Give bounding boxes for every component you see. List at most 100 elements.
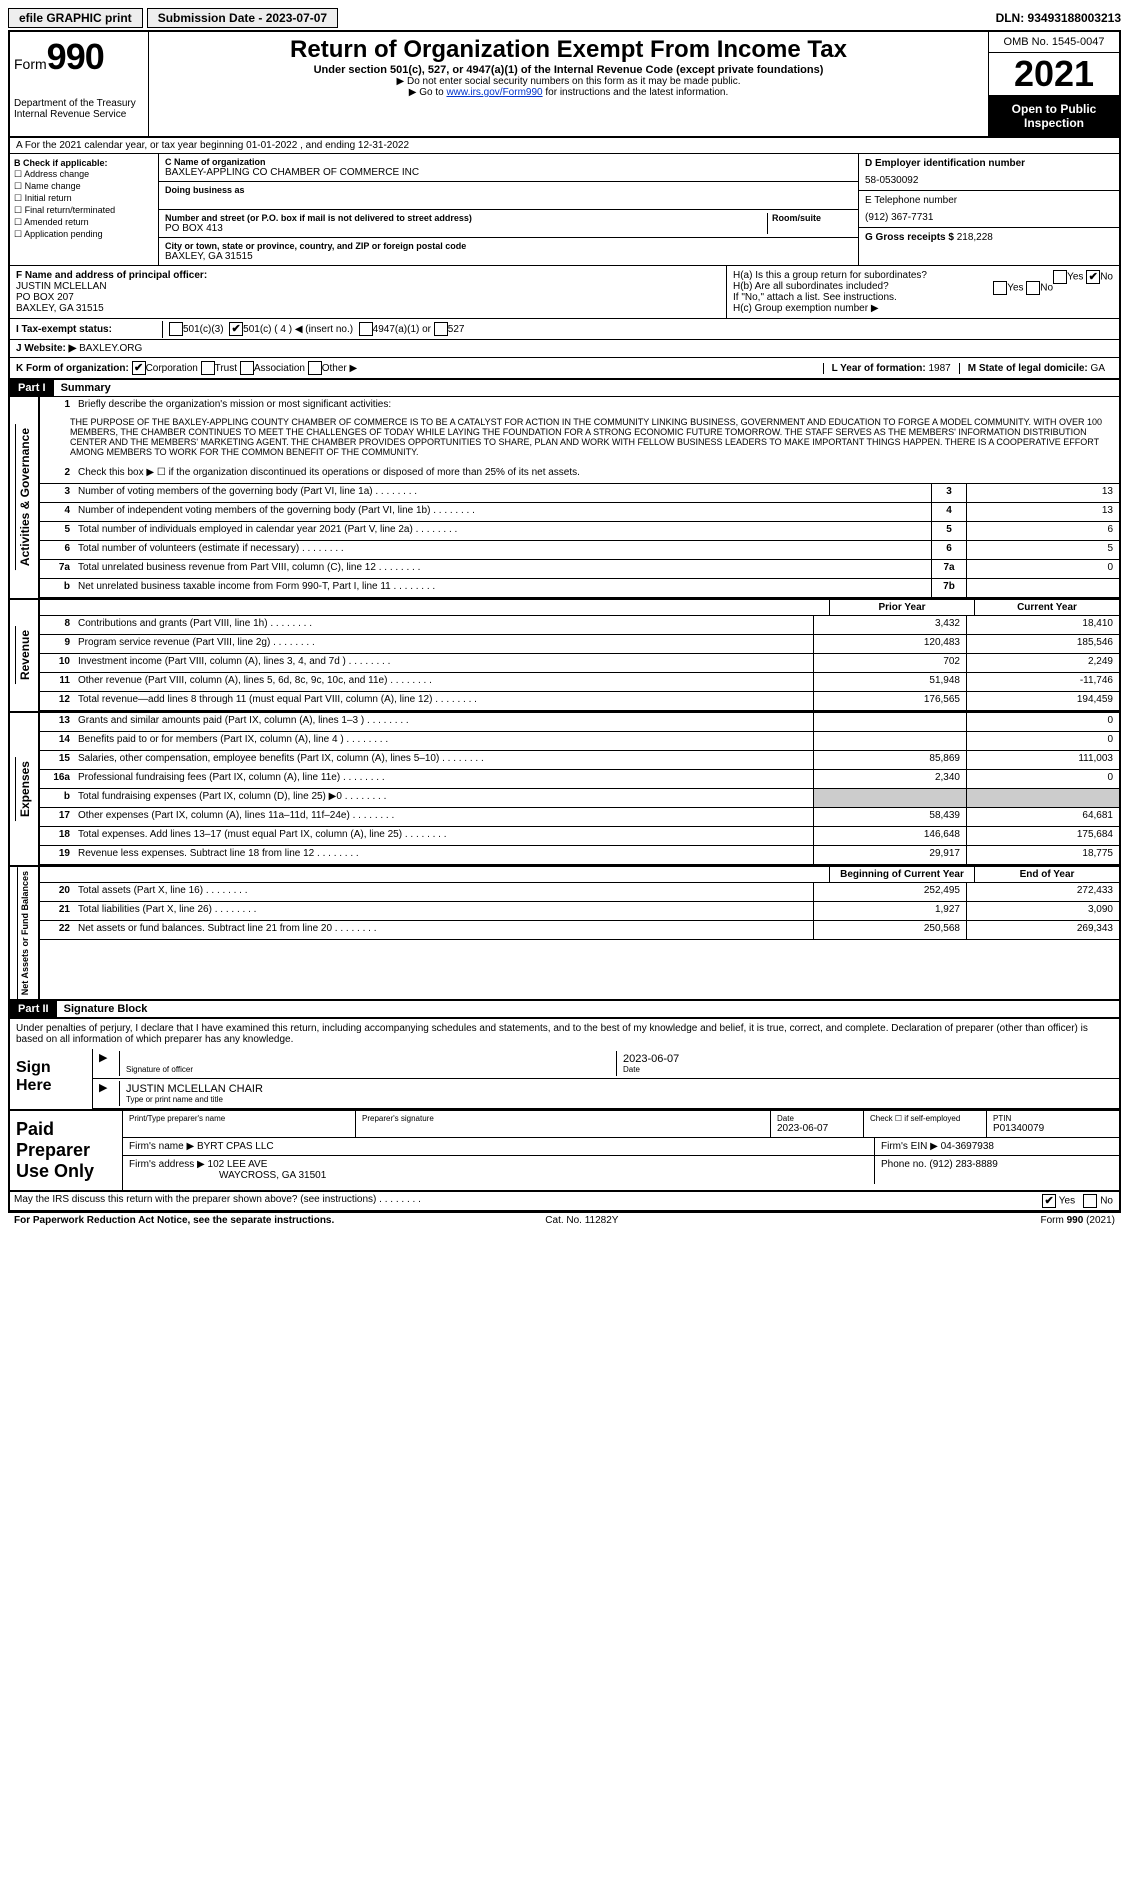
row-k-org-form: K Form of organization: Corporation Trus… — [10, 358, 1119, 380]
gross-receipts-label: G Gross receipts $ — [865, 232, 954, 243]
year-formation: 1987 — [928, 363, 950, 374]
state-domicile: GA — [1091, 363, 1105, 374]
cb-527[interactable] — [434, 322, 448, 336]
cb-501c[interactable] — [229, 322, 243, 336]
cb-4947[interactable] — [359, 322, 373, 336]
ha-yes[interactable] — [1053, 270, 1067, 284]
form-container: Form990 Department of the Treasury Inter… — [8, 30, 1121, 1213]
dba-label: Doing business as — [165, 185, 852, 195]
firm-phone: (912) 283-8889 — [929, 1159, 997, 1170]
tab-net-assets: Net Assets or Fund Balances — [17, 867, 32, 999]
hdr-beginning-year: Beginning of Current Year — [829, 867, 974, 882]
discuss-no[interactable] — [1083, 1194, 1097, 1208]
note-2: ▶ Go to www.irs.gov/Form990 for instruct… — [159, 87, 978, 98]
header-left: Form990 Department of the Treasury Inter… — [10, 32, 149, 136]
dept-label: Department of the Treasury — [14, 98, 144, 109]
table-row: 3Number of voting members of the governi… — [40, 484, 1119, 503]
open-to-public: Open to Public Inspection — [989, 96, 1119, 136]
irs-link[interactable]: www.irs.gov/Form990 — [446, 87, 542, 98]
tab-revenue: Revenue — [15, 626, 34, 684]
table-row: 7aTotal unrelated business revenue from … — [40, 560, 1119, 579]
cb-trust[interactable] — [201, 361, 215, 375]
cb-other[interactable] — [308, 361, 322, 375]
table-row: 13Grants and similar amounts paid (Part … — [40, 713, 1119, 732]
hb-yes[interactable] — [993, 281, 1007, 295]
cb-name-change[interactable]: ☐ Name change — [14, 181, 154, 192]
cb-corporation[interactable] — [132, 361, 146, 375]
cb-initial-return[interactable]: ☐ Initial return — [14, 193, 154, 204]
pra-notice: For Paperwork Reduction Act Notice, see … — [14, 1215, 334, 1226]
table-row: bNet unrelated business taxable income f… — [40, 579, 1119, 598]
table-row: 22Net assets or fund balances. Subtract … — [40, 921, 1119, 940]
section-bcde: B Check if applicable: ☐ Address change … — [10, 154, 1119, 266]
row-j-website: J Website: ▶ BAXLEY.ORG — [10, 340, 1119, 358]
cb-amended-return[interactable]: ☐ Amended return — [14, 217, 154, 228]
table-row: 21Total liabilities (Part X, line 26)1,9… — [40, 902, 1119, 921]
table-row: 10Investment income (Part VIII, column (… — [40, 654, 1119, 673]
sign-here-section: Sign Here ▶ Signature of officer 2023-06… — [10, 1049, 1119, 1109]
org-city: BAXLEY, GA 31515 — [165, 251, 852, 262]
officer-addr1: PO BOX 207 — [16, 292, 74, 303]
discuss-yes[interactable] — [1042, 1194, 1056, 1208]
hb-no[interactable] — [1026, 281, 1040, 295]
firm-ein: 04-3697938 — [941, 1141, 994, 1152]
col-c-org-info: C Name of organization BAXLEY-APPLING CO… — [159, 154, 858, 265]
paid-preparer-label: Paid Preparer Use Only — [10, 1111, 122, 1190]
col-h-group: H(a) Is this a group return for subordin… — [726, 266, 1119, 318]
omb-number: OMB No. 1545-0047 — [989, 32, 1119, 53]
form-label: Form — [14, 56, 47, 72]
officer-name-title: JUSTIN MCLELLAN CHAIR — [126, 1083, 1107, 1095]
governance-section: Activities & Governance 1 Briefly descri… — [10, 397, 1119, 598]
table-row: 12Total revenue—add lines 8 through 11 (… — [40, 692, 1119, 711]
firm-name: BYRT CPAS LLC — [197, 1141, 274, 1152]
cb-address-change[interactable]: ☐ Address change — [14, 169, 154, 180]
website-value: BAXLEY.ORG — [79, 343, 142, 354]
sig-date: 2023-06-07 — [623, 1053, 1107, 1065]
table-row: 18Total expenses. Add lines 13–17 (must … — [40, 827, 1119, 846]
table-row: 17Other expenses (Part IX, column (A), l… — [40, 808, 1119, 827]
table-row: 8Contributions and grants (Part VIII, li… — [40, 616, 1119, 635]
table-row: 9Program service revenue (Part VIII, lin… — [40, 635, 1119, 654]
form-title: Return of Organization Exempt From Incom… — [159, 36, 978, 64]
penalties-text: Under penalties of perjury, I declare th… — [10, 1018, 1119, 1049]
row-a-tax-year: A For the 2021 calendar year, or tax yea… — [10, 138, 1119, 154]
page-footer: For Paperwork Reduction Act Notice, see … — [8, 1213, 1121, 1228]
table-row: 19Revenue less expenses. Subtract line 1… — [40, 846, 1119, 865]
note-1: ▶ Do not enter social security numbers o… — [159, 76, 978, 87]
officer-name: JUSTIN MCLELLAN — [16, 281, 107, 292]
efile-button[interactable]: efile GRAPHIC print — [8, 8, 143, 28]
mission-text: THE PURPOSE OF THE BAXLEY-APPLING COUNTY… — [40, 415, 1119, 465]
hdr-prior-year: Prior Year — [829, 600, 974, 615]
submission-date-button[interactable]: Submission Date - 2023-07-07 — [147, 8, 338, 28]
table-row: 6Total number of volunteers (estimate if… — [40, 541, 1119, 560]
table-row: 4Number of independent voting members of… — [40, 503, 1119, 522]
cb-final-return[interactable]: ☐ Final return/terminated — [14, 205, 154, 216]
phone-value: (912) 367-7731 — [865, 212, 1113, 223]
paid-preparer-section: Paid Preparer Use Only Print/Type prepar… — [10, 1109, 1119, 1192]
hdr-current-year: Current Year — [974, 600, 1119, 615]
cb-application-pending[interactable]: ☐ Application pending — [14, 229, 154, 240]
cb-association[interactable] — [240, 361, 254, 375]
ha-no[interactable] — [1086, 270, 1100, 284]
addr-label: Number and street (or P.O. box if mail i… — [165, 213, 767, 223]
sign-here-label: Sign Here — [10, 1049, 93, 1109]
table-row: 20Total assets (Part X, line 16)252,4952… — [40, 883, 1119, 902]
table-row: 5Total number of individuals employed in… — [40, 522, 1119, 541]
table-row: 15Salaries, other compensation, employee… — [40, 751, 1119, 770]
prep-date: 2023-06-07 — [777, 1123, 857, 1134]
table-row: bTotal fundraising expenses (Part IX, co… — [40, 789, 1119, 808]
col-de: D Employer identification number 58-0530… — [858, 154, 1119, 265]
firm-addr1: 102 LEE AVE — [208, 1159, 268, 1170]
dln-label: DLN: 93493188003213 — [996, 11, 1121, 25]
cat-number: Cat. No. 11282Y — [545, 1215, 618, 1226]
part2-header: Part II Signature Block — [10, 999, 1119, 1018]
tab-expenses: Expenses — [15, 757, 34, 821]
phone-label: E Telephone number — [865, 195, 957, 206]
topbar: efile GRAPHIC print Submission Date - 20… — [8, 8, 1121, 28]
col-b-checkboxes: B Check if applicable: ☐ Address change … — [10, 154, 159, 265]
table-row: 16aProfessional fundraising fees (Part I… — [40, 770, 1119, 789]
cb-501c3[interactable] — [169, 322, 183, 336]
hdr-end-year: End of Year — [974, 867, 1119, 882]
ptin-value: P01340079 — [993, 1123, 1113, 1134]
firm-addr2: WAYCROSS, GA 31501 — [219, 1170, 326, 1181]
